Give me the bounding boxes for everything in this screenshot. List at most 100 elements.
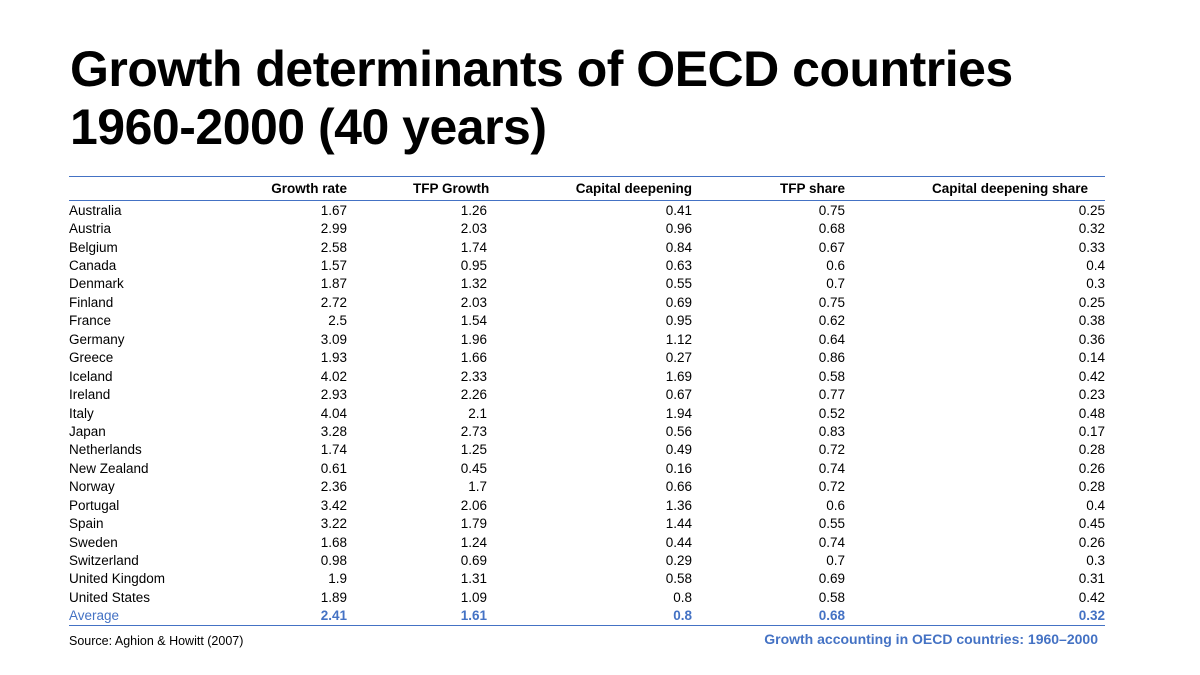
cell-capital-deepening-share: 0.33 <box>1078 239 1105 255</box>
cell-tfp-growth: 2.73 <box>460 423 487 439</box>
cell-country: Germany <box>69 331 125 347</box>
cell-growth-rate: 1.87 <box>320 276 347 292</box>
cell-capital-deepening: 1.69 <box>665 368 692 384</box>
cell-tfp-share: 0.6 <box>826 258 845 274</box>
cell-country: Belgium <box>69 239 118 255</box>
cell-growth-rate: 2.58 <box>320 239 347 255</box>
cell-growth-rate: 1.68 <box>320 534 347 550</box>
cell-capital-deepening-share: 0.25 <box>1078 294 1105 310</box>
cell-capital-deepening: 1.94 <box>665 405 692 421</box>
cell-growth-rate: 1.93 <box>320 350 347 366</box>
table-row: Australia 1.67 1.26 0.41 0.75 0.25 <box>69 201 1105 220</box>
cell-growth-rate: 2.99 <box>320 221 347 237</box>
table-row: Belgium 2.58 1.74 0.84 0.67 0.33 <box>69 238 1105 256</box>
cell-tfp-share: 0.75 <box>818 294 845 310</box>
cell-country: France <box>69 313 112 329</box>
cell-tfp-growth: 1.09 <box>460 589 487 605</box>
cell-tfp-growth: 2.06 <box>460 497 487 513</box>
cell-growth-rate: 2.93 <box>320 387 347 403</box>
cell-tfp-share: 0.72 <box>818 479 845 495</box>
data-table-container: Growth rate TFP Growth Capital deepening… <box>69 176 1105 626</box>
cell-capital-deepening: 0.44 <box>665 534 692 550</box>
cell-country: Finland <box>69 294 114 310</box>
cell-capital-deepening: 0.58 <box>665 571 692 587</box>
cell-tfp-growth: 1.66 <box>460 350 487 366</box>
growth-table: Growth rate TFP Growth Capital deepening… <box>69 176 1105 626</box>
cell-tfp-growth: 2.1 <box>468 405 487 421</box>
cell-capital-deepening-share: 0.3 <box>1086 553 1105 569</box>
cell-tfp-share: 0.72 <box>818 442 845 458</box>
cell-country: Italy <box>69 405 94 421</box>
cell-growth-rate: 2.72 <box>320 294 347 310</box>
cell-tfp-share: 0.58 <box>818 589 845 605</box>
table-row: Japan 3.28 2.73 0.56 0.83 0.17 <box>69 422 1105 440</box>
cell-growth-rate: 1.9 <box>328 571 347 587</box>
cell-tfp-share: 0.74 <box>818 534 845 550</box>
cell-capital-deepening-share: 0.4 <box>1086 258 1105 274</box>
cell-capital-deepening: 1.36 <box>665 497 692 513</box>
cell-tfp-share: 0.86 <box>818 350 845 366</box>
table-row: France 2.5 1.54 0.95 0.62 0.38 <box>69 312 1105 330</box>
cell-tfp-growth: 1.7 <box>468 479 487 495</box>
table-row: Sweden 1.68 1.24 0.44 0.74 0.26 <box>69 533 1105 551</box>
cell-growth-rate: 2.5 <box>328 313 347 329</box>
header-capital-deepening: Capital deepening <box>575 181 692 196</box>
header-tfp-growth: TFP Growth <box>413 181 490 196</box>
table-caption: Growth accounting in OECD countries: 196… <box>764 631 1098 647</box>
cell-tfp-growth: 2.26 <box>460 387 487 403</box>
cell-tfp-share: 0.69 <box>818 571 845 587</box>
cell-growth-rate: 1.67 <box>320 202 347 218</box>
page-title: Growth determinants of OECD countries 19… <box>70 40 1130 156</box>
table-row: New Zealand 0.61 0.45 0.16 0.74 0.26 <box>69 459 1105 477</box>
cell-tfp-share: 0.64 <box>818 331 845 347</box>
cell-tfp-share: 0.7 <box>826 553 845 569</box>
table-row: Greece 1.93 1.66 0.27 0.86 0.14 <box>69 349 1105 367</box>
cell-tfp-share: 0.58 <box>818 368 845 384</box>
cell-growth-rate: 3.42 <box>320 497 347 513</box>
cell-tfp-growth: 0.95 <box>460 258 487 274</box>
table-row: Spain 3.22 1.79 1.44 0.55 0.45 <box>69 514 1105 532</box>
cell-tfp-share: 0.83 <box>818 423 845 439</box>
table-row: Netherlands 1.74 1.25 0.49 0.72 0.28 <box>69 441 1105 459</box>
cell-growth-rate: 1.74 <box>320 442 347 458</box>
cell-growth-rate: 0.61 <box>320 460 347 476</box>
cell-country: New Zealand <box>69 460 149 476</box>
cell-tfp-share: 0.77 <box>818 387 845 403</box>
cell-country: Ireland <box>69 387 111 403</box>
cell-capital-deepening: 0.69 <box>665 294 692 310</box>
cell-growth-rate: 3.09 <box>320 331 347 347</box>
table-row: Austria 2.99 2.03 0.96 0.68 0.32 <box>69 219 1105 237</box>
cell-capital-deepening-share: 0.26 <box>1078 534 1105 550</box>
cell-capital-deepening-share: 0.25 <box>1078 202 1105 218</box>
cell-tfp-growth: 1.74 <box>460 239 487 255</box>
cell-growth-rate: 0.98 <box>320 553 347 569</box>
cell-tfp-share: 0.68 <box>818 608 845 624</box>
cell-tfp-growth: 0.69 <box>460 553 487 569</box>
cell-capital-deepening: 0.96 <box>665 221 692 237</box>
cell-capital-deepening-share: 0.42 <box>1078 589 1105 605</box>
cell-capital-deepening-share: 0.4 <box>1086 497 1105 513</box>
cell-country: Switzerland <box>69 553 139 569</box>
cell-tfp-share: 0.62 <box>818 313 845 329</box>
cell-tfp-share: 0.75 <box>818 202 845 218</box>
table-row: United States 1.89 1.09 0.8 0.58 0.42 <box>69 588 1105 606</box>
cell-growth-rate: 1.57 <box>320 258 347 274</box>
cell-capital-deepening-share: 0.42 <box>1078 368 1105 384</box>
cell-capital-deepening-share: 0.23 <box>1078 387 1105 403</box>
cell-capital-deepening-share: 0.3 <box>1086 276 1105 292</box>
table-row: Switzerland 0.98 0.69 0.29 0.7 0.3 <box>69 551 1105 569</box>
table-row-average: Average 2.41 1.61 0.8 0.68 0.32 <box>69 607 1105 626</box>
cell-country: Australia <box>69 202 122 218</box>
table-row: Portugal 3.42 2.06 1.36 0.6 0.4 <box>69 496 1105 514</box>
cell-country: Iceland <box>69 368 113 384</box>
cell-tfp-share: 0.68 <box>818 221 845 237</box>
cell-growth-rate: 3.28 <box>320 423 347 439</box>
cell-capital-deepening: 0.29 <box>665 553 692 569</box>
cell-tfp-growth: 2.03 <box>460 294 487 310</box>
cell-capital-deepening-share: 0.28 <box>1078 442 1105 458</box>
cell-tfp-growth: 1.54 <box>460 313 487 329</box>
cell-capital-deepening-share: 0.26 <box>1078 460 1105 476</box>
cell-country: Denmark <box>69 276 124 292</box>
cell-country: Canada <box>69 258 117 274</box>
cell-growth-rate: 1.89 <box>320 589 347 605</box>
